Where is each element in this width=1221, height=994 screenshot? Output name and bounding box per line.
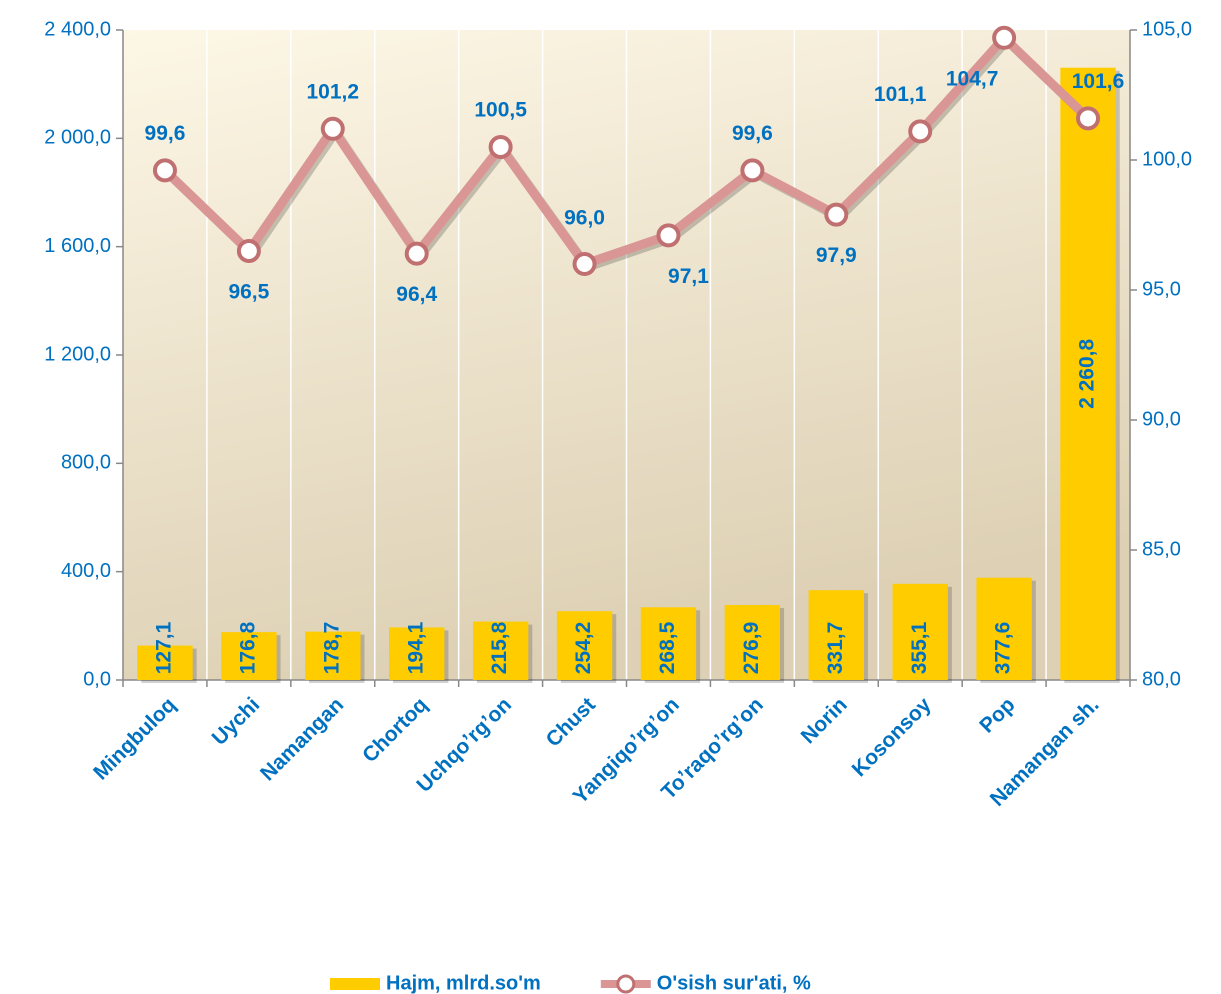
bar [1060, 67, 1116, 680]
line [161, 33, 1092, 269]
line-marker [908, 119, 933, 144]
bar [808, 590, 864, 680]
legend: Hajm, mlrd.so'm O'sish sur'ati, % [330, 972, 811, 994]
bar [556, 611, 613, 680]
y-tick-label: 800,0 [61, 452, 111, 474]
data-label: 101,2 [307, 80, 360, 103]
data-label: 178,7 [320, 622, 343, 675]
line-marker [236, 239, 261, 263]
bar [221, 632, 277, 680]
data-label: 194,1 [404, 621, 427, 674]
y-tick-label: 2 400,0 [44, 18, 111, 40]
legend-marker [616, 974, 636, 994]
line-marker [656, 223, 681, 248]
x-tick-label: Norin [797, 693, 852, 748]
y2-tick-label: 85,0 [1142, 538, 1181, 560]
x-tick-label: Uychi [208, 693, 265, 750]
bar [892, 583, 948, 680]
data-label: 96,0 [564, 207, 605, 230]
bar [976, 577, 1032, 680]
data-label: 2 260,8 [1076, 339, 1099, 409]
bar [640, 607, 697, 680]
x-tick-label: Chust [542, 693, 600, 751]
x-tick-label: Namangan [256, 693, 348, 785]
line-marker [488, 135, 513, 159]
y2-tick-label: 95,0 [1142, 278, 1181, 300]
y-tick-label: 400,0 [61, 560, 111, 582]
data-label: 96,5 [228, 281, 269, 304]
data-label: 101,1 [874, 83, 927, 106]
x-tick-label: Kosonsoy [848, 693, 936, 781]
y-tick-label: 2 000,0 [44, 127, 111, 149]
data-label: 101,6 [1072, 70, 1125, 93]
y-tick-label: 1 600,0 [44, 235, 111, 257]
data-label: 100,5 [474, 99, 527, 122]
data-label: 97,9 [816, 244, 857, 267]
line-marker [404, 241, 429, 266]
x-tick-label: Pop [975, 693, 1019, 737]
y2-tick-label: 90,0 [1142, 408, 1181, 430]
data-label: 96,4 [396, 283, 437, 306]
x-tick-label: Mingbuloq [89, 693, 180, 784]
data-label: 215,8 [488, 621, 511, 674]
y2-tick-label: 105,0 [1142, 18, 1192, 40]
y2-tick-label: 80,0 [1142, 668, 1181, 690]
line-marker [740, 158, 765, 183]
y-tick-label: 0,0 [83, 668, 111, 690]
data-label: 127,1 [153, 621, 176, 674]
legend-label: Hajm, mlrd.so'm [386, 972, 541, 994]
y2-tick-label: 100,0 [1142, 148, 1192, 170]
data-label: 97,1 [668, 265, 709, 288]
line-marker [320, 116, 345, 141]
line-marker [572, 252, 597, 276]
data-label: 99,6 [145, 122, 186, 145]
data-label: 268,5 [656, 621, 679, 674]
data-label: 331,7 [824, 622, 847, 675]
bar [472, 621, 529, 680]
data-label: 99,6 [732, 122, 773, 145]
bar [389, 627, 445, 680]
bar [724, 605, 781, 680]
legend-swatch [330, 978, 380, 990]
bar [305, 631, 361, 680]
legend-label: O'sish sur'ati, % [657, 972, 811, 994]
line-marker [824, 202, 849, 227]
bar [137, 645, 193, 680]
line-marker [1076, 106, 1101, 131]
data-label: 276,9 [740, 622, 763, 675]
x-tick-label: Chortoq [358, 693, 432, 767]
line-marker [152, 158, 177, 183]
data-label: 254,2 [572, 622, 595, 675]
data-label: 104,7 [946, 67, 999, 90]
data-label: 377,6 [992, 622, 1015, 675]
data-label: 176,8 [236, 621, 259, 674]
line-marker [992, 25, 1017, 50]
y-tick-label: 1 200,0 [44, 343, 111, 365]
data-label: 355,1 [908, 621, 931, 674]
